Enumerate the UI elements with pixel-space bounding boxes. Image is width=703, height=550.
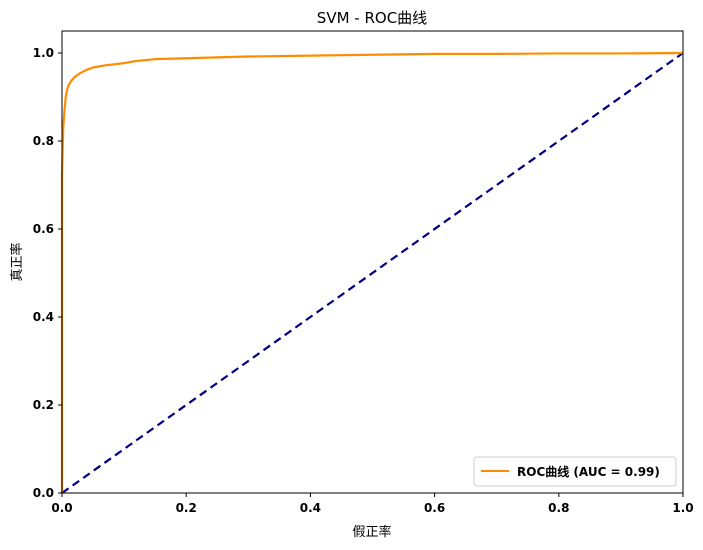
y-axis: 0.0 0.2 0.4 0.6 0.8 1.0 xyxy=(33,46,62,500)
x-tick-label: 0.0 xyxy=(51,501,72,515)
legend-label-roc: ROC曲线 (AUC = 0.99) xyxy=(517,464,660,479)
diagonal-reference-line xyxy=(61,52,684,494)
legend: ROC曲线 (AUC = 0.99) xyxy=(473,456,677,487)
x-tick-label: 0.6 xyxy=(424,501,445,515)
x-tick-label: 1.0 xyxy=(672,501,693,515)
y-tick-label: 0.4 xyxy=(33,310,54,324)
y-tick-label: 0.8 xyxy=(33,134,54,148)
y-axis-label: 真正率 xyxy=(9,242,25,281)
series-layer xyxy=(60,51,684,494)
x-tick-label: 0.8 xyxy=(548,501,569,515)
plot-area xyxy=(60,30,684,494)
legend-box xyxy=(473,456,677,487)
y-tick-label: 1.0 xyxy=(33,46,54,60)
plot-frame xyxy=(61,30,684,494)
x-axis-label: 假正率 xyxy=(352,524,391,540)
x-tick-label: 0.4 xyxy=(300,501,321,515)
x-tick-label: 0.2 xyxy=(176,501,197,515)
chart-title: SVM - ROC曲线 xyxy=(317,9,427,27)
y-tick-label: 0.2 xyxy=(33,398,54,412)
plot-background xyxy=(62,31,683,493)
roc-curve-line xyxy=(60,51,684,493)
x-axis: 0.0 0.2 0.4 0.6 0.8 1.0 xyxy=(51,493,694,515)
y-tick-label: 0.6 xyxy=(33,222,54,236)
y-tick-label: 0.0 xyxy=(33,486,54,500)
